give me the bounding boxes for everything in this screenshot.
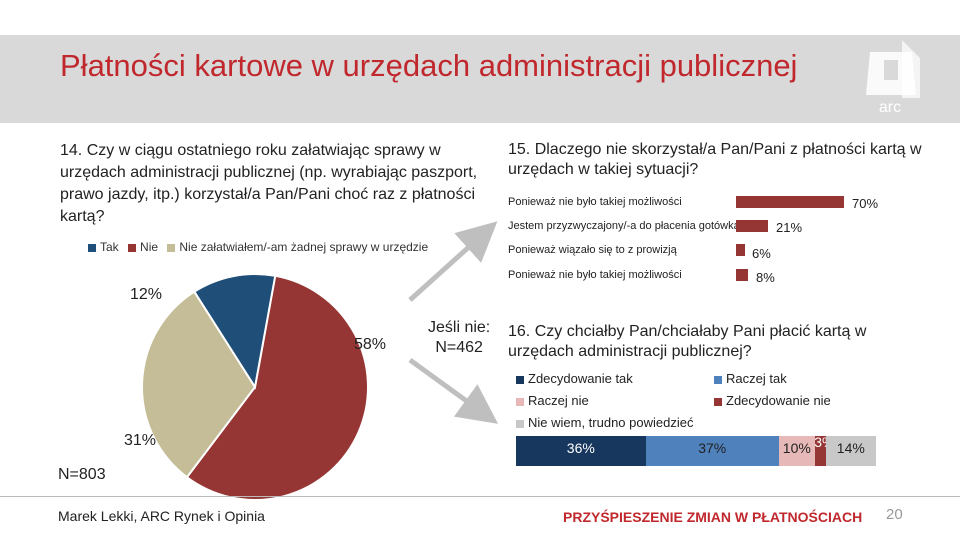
legend-text-raczej-nie: Raczej nie (528, 393, 589, 408)
arrow-to-q15 (408, 221, 498, 302)
bar-label-2: 21% (776, 220, 803, 235)
header-band (0, 35, 960, 123)
pie-label-nie: 58% (354, 336, 387, 353)
swatch-nie-wiem (516, 419, 524, 428)
pie-slice-nie-zalatwial (141, 290, 257, 479)
footer-divider (0, 496, 960, 497)
slide-title: Płatności kartowe w urzędach administrac… (60, 48, 798, 83)
legend-swatch-nie (128, 243, 137, 252)
stacked-label-1: 36% (566, 440, 595, 456)
bar-value-4 (736, 269, 749, 281)
question-14: 14. Czy w ciągu ostatniego roku załatwia… (60, 142, 478, 225)
subset-label: Jeśli nie: N=462 (428, 318, 490, 358)
stacked-label-3: 10% (782, 440, 811, 456)
legend-text-nie-wiem: Nie wiem, trudno powiedzieć (528, 415, 694, 430)
legend-swatch-tak (88, 243, 96, 252)
legend-zdecydowanie-nie: Zdecydowanie nie (714, 393, 831, 408)
bar-label-3: 6% (752, 246, 771, 261)
bar-label-4: 8% (756, 270, 775, 285)
legend-label-nie: Nie (140, 240, 159, 254)
footer-tagline: PRZYŚPIESZENIE ZMIAN W PŁATNOŚCIACH (563, 509, 863, 525)
swatch-raczej-nie (516, 397, 524, 406)
question-16: 16. Czy chciałby Pan/chciałaby Pani płac… (508, 323, 867, 360)
arrow-to-q16 (408, 357, 499, 424)
legend-nie-wiem: Nie wiem, trudno powiedzieć (516, 415, 693, 430)
stacked-segment-5 (825, 436, 876, 466)
bar-value-2 (736, 220, 769, 232)
bar-category-3: Ponieważ wiązało się to z prowizją (508, 244, 677, 256)
question-15: 15. Dlaczego nie skorzystał/a Pan/Pani z… (508, 141, 922, 178)
subset-label-line2: N=462 (435, 339, 483, 356)
stacked-segment-2 (645, 436, 779, 466)
stacked-label-5: 14% (836, 440, 865, 456)
swatch-raczej-tak (714, 375, 722, 384)
bar-value-3 (736, 244, 746, 256)
legend-text-zdecydowanie-tak: Zdecydowanie tak (528, 371, 633, 386)
page-number: 20 (886, 506, 903, 523)
legend-raczej-tak: Raczej tak (714, 371, 787, 386)
bar-label-1: 70% (852, 196, 879, 211)
swatch-zdecydowanie-tak (516, 375, 524, 384)
swatch-zdecydowanie-nie (714, 397, 722, 406)
stacked-segment-1 (516, 436, 646, 466)
legend-text-zdecydowanie-nie: Zdecydowanie nie (726, 393, 831, 408)
legend-raczej-nie: Raczej nie (516, 393, 589, 408)
bar-category-1: Ponieważ nie było takiej możliwości (508, 196, 682, 208)
pie-slice-tak (192, 273, 277, 390)
pie-label-nie-zalatwial: 31% (124, 432, 157, 449)
legend-zdecydowanie-tak: Zdecydowanie tak (516, 371, 633, 386)
bar-value-1 (736, 196, 844, 208)
pie-label-tak: 12% (130, 286, 163, 303)
bar-category-4: Ponieważ nie było takiej możliwości (508, 269, 682, 281)
legend-text-raczej-tak: Raczej tak (726, 371, 787, 386)
legend-swatch-nie-zalatwial (167, 243, 176, 252)
legend-label-tak: Tak (100, 240, 119, 254)
stacked-label-2: 37% (698, 440, 727, 456)
subset-label-line1: Jeśli nie: (428, 319, 491, 336)
sample-size-label: N=803 (58, 466, 106, 483)
logo-text: arc (879, 99, 901, 116)
stacked-segment-4 (814, 436, 826, 466)
pie-legend: Tak Nie Nie załatwiałem/-am żadnej spraw… (88, 240, 428, 254)
author-credit: Marek Lekki, ARC Rynek i Opinia (58, 508, 265, 524)
pie-slice-nie (185, 274, 369, 501)
stacked-segment-3 (778, 436, 815, 466)
bar-category-2: Jestem przyzwyczajony/-a do płacenia got… (508, 220, 740, 232)
arc-logo: arc (866, 40, 920, 116)
legend-label-nie-zalatwial: Nie załatwiałem/-am żadnej sprawy w urzę… (179, 240, 429, 254)
